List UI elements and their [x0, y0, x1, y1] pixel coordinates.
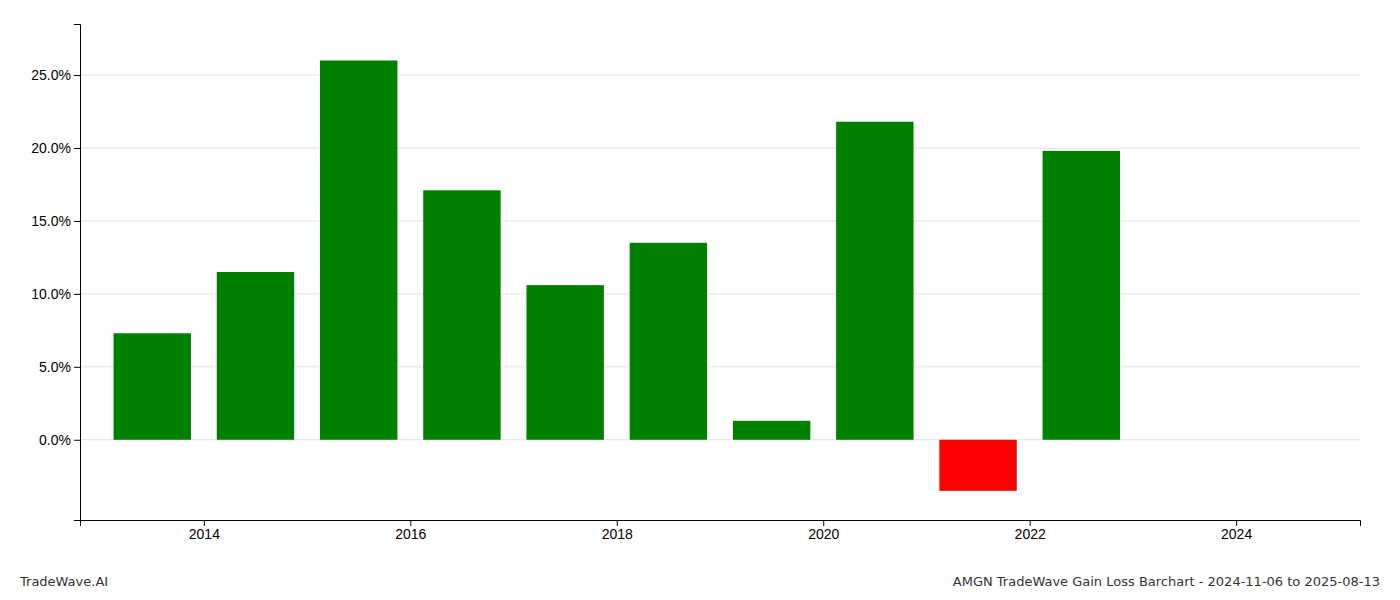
bar	[630, 243, 707, 440]
bar	[423, 190, 500, 439]
y-tick-label: 0.0%	[39, 432, 71, 448]
x-axis: 2014 2016 2018 2020 2022 2024	[81, 520, 1361, 542]
y-tick-label: 5.0%	[39, 359, 71, 375]
footer-left: TradeWave.AI	[19, 574, 108, 589]
y-tick-mark	[74, 440, 80, 441]
x-tick: 2018	[602, 520, 633, 542]
bar	[733, 421, 810, 440]
y-tick-label: 15.0%	[31, 213, 71, 229]
x-tick: 2016	[395, 520, 426, 542]
bar	[217, 272, 294, 440]
y-tick-mark	[74, 221, 80, 222]
y-tick: 0.0%	[39, 432, 80, 448]
y-tick-label: 20.0%	[31, 140, 71, 156]
footer-right: AMGN TradeWave Gain Loss Barchart - 2024…	[953, 574, 1380, 589]
y-tick-label: 10.0%	[31, 286, 71, 302]
y-tick: 20.0%	[31, 140, 80, 156]
bar	[320, 60, 397, 439]
y-tick: 25.0%	[31, 67, 80, 83]
chart: 2014 2016 2018 2020 2022 2024 0.0% 5.0% 10.0% 15.…	[0, 0, 1400, 600]
y-tick: 15.0%	[31, 213, 80, 229]
grid-line	[80, 75, 1360, 76]
y-tick: 5.0%	[39, 359, 80, 375]
x-tick: 2020	[808, 520, 839, 542]
x-tick-label: 2016	[395, 526, 426, 542]
x-tick-label: 2024	[1221, 526, 1252, 542]
y-tick-mark	[74, 367, 80, 368]
bar	[114, 333, 191, 439]
bar	[526, 285, 603, 440]
y-tick: 10.0%	[31, 286, 80, 302]
y-axis-line	[74, 25, 81, 521]
x-tick: 2024	[1221, 520, 1252, 542]
bar	[939, 440, 1016, 491]
x-tick-label: 2020	[808, 526, 839, 542]
y-tick-mark	[74, 294, 80, 295]
grid	[80, 75, 1360, 440]
y-tick-mark	[74, 75, 80, 76]
y-tick-mark	[74, 148, 80, 149]
x-tick: 2022	[1015, 520, 1046, 542]
y-axis: 0.0% 5.0% 10.0% 15.0% 20.0% 25.0%	[31, 25, 80, 521]
x-tick: 2014	[189, 520, 220, 542]
bar	[836, 122, 913, 440]
y-tick-label: 25.0%	[31, 67, 71, 83]
x-tick-label: 2018	[602, 526, 633, 542]
bar	[1043, 151, 1120, 440]
bars	[114, 60, 1120, 490]
grid-line	[80, 148, 1360, 149]
x-tick-label: 2022	[1015, 526, 1046, 542]
x-tick-label: 2014	[189, 526, 220, 542]
x-axis-line	[81, 521, 1361, 527]
grid-line	[80, 220, 1360, 221]
